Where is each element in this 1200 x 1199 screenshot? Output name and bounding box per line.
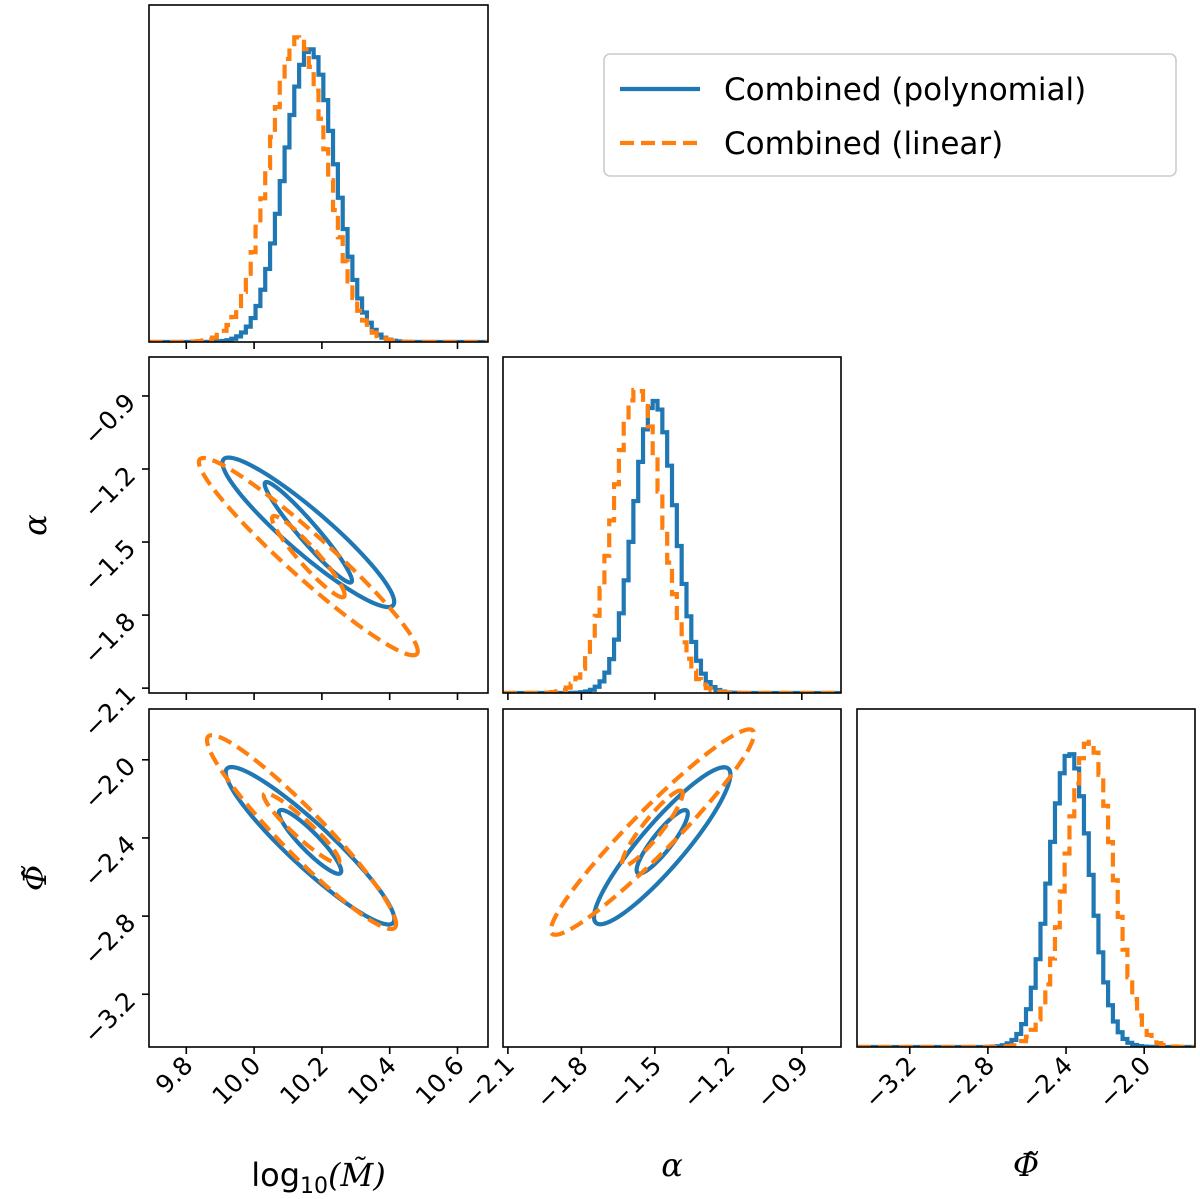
contour-level-0 [276,807,344,876]
x-tick-label-logM: 9.8 [150,1051,199,1100]
x-tick-label-logM: 10.6 [410,1051,470,1111]
x-tick-label-alpha: −1.8 [530,1051,593,1114]
contour-level-0 [634,807,690,876]
x-tick-label-phi: −2.4 [1015,1051,1078,1114]
contour-level-1 [548,727,757,937]
contour-level-1 [196,455,420,658]
y-tick-label-phi: −2.0 [78,752,141,815]
x-tick-label-alpha: −0.9 [751,1051,814,1114]
x-tick-label-logM: 10.2 [274,1051,334,1111]
hist-panel-phi [857,739,1195,1047]
contour-level-1 [204,733,399,932]
x-axis-label-logM: log10(M̃) [251,1156,386,1199]
legend-entry-1: Combined (linear) [724,126,1003,162]
x-tick-label-logM: 10.0 [206,1051,266,1111]
legend-box [603,53,1177,177]
y-tick-label-alpha: −1.5 [78,534,141,597]
y-tick-label-alpha: −1.2 [78,461,141,524]
x-tick-label-phi: −3.2 [859,1051,922,1114]
x-tick-label-alpha: −1.5 [604,1051,667,1114]
x-axis-label-alpha: α [661,1146,683,1184]
x-tick-label-phi: −2.0 [1093,1051,1156,1114]
y-tick-label-phi: −2.4 [78,830,141,893]
hist-alpha-series-0 [503,398,841,693]
legend: Combined (polynomial) Combined (linear) [603,53,1177,177]
panel-frame-2-1 [502,708,842,1048]
contour-logM-phi-series-1 [204,733,399,932]
y-tick-label-alpha: −1.8 [78,607,141,670]
contour-alpha-phi-series-1 [548,727,757,937]
contour-level-1 [220,455,397,610]
contour-level-0 [619,788,685,868]
panel-frame-0-0 [148,4,489,343]
panel-frame-2-2 [856,708,1196,1048]
contour-level-0 [269,513,347,600]
legend-entry-0: Combined (polynomial) [724,72,1086,108]
contour-logM-alpha-series-1 [196,455,420,658]
panel-frame-2-0 [148,708,489,1048]
y-tick-label-phi: −3.2 [78,986,141,1049]
x-tick-label-logM: 10.4 [342,1051,402,1111]
hist-phi-series-1 [857,739,1195,1047]
hist-logM-series-1 [149,35,488,342]
y-axis-label-alpha: α [16,514,54,536]
y-tick-label-alpha: −2.1 [78,680,141,743]
x-tick-label-alpha: −1.2 [677,1051,740,1114]
y-axis-label-phi: Φ̃ [16,865,54,891]
contour-level-0 [261,791,342,866]
panel-frame-1-0 [148,356,489,694]
x-tick-label-alpha: −2.1 [457,1051,520,1114]
x-axis-label-phi: Φ̃ [1013,1146,1039,1184]
hist-panel-logM [149,35,488,342]
hist-phi-series-0 [857,752,1195,1047]
hist-alpha-series-1 [503,387,841,693]
y-tick-label-phi: −2.8 [78,908,141,971]
x-tick-label-phi: −2.8 [937,1051,1000,1114]
hist-panel-alpha [503,387,841,693]
y-tick-label-alpha: −0.9 [78,388,141,451]
panel-frame-1-1 [502,356,842,694]
